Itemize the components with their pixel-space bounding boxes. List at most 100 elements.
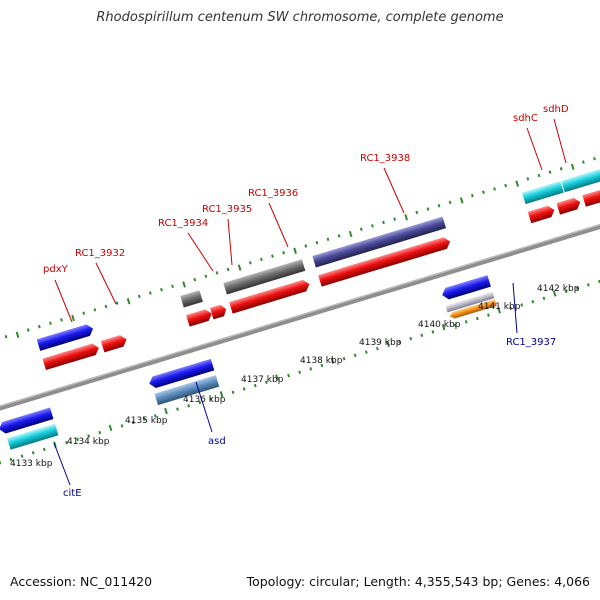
leader-line [95, 262, 117, 305]
gene-label-asd[interactable]: asd [208, 436, 226, 447]
gene-label-RC1_3934[interactable]: RC1_3934 [158, 218, 208, 229]
tick-mark [4, 334, 8, 339]
tick-mark [253, 383, 257, 388]
leader-line [195, 381, 213, 433]
tick-mark [187, 404, 191, 408]
cds-pdxY[interactable] [42, 342, 101, 371]
gene-label-RC1_3935[interactable]: RC1_3935 [202, 204, 252, 215]
cds-sdhD[interactable] [556, 196, 582, 215]
leader-line [512, 282, 518, 334]
map-title: Rhodospirillum centenum SW chromosome, c… [96, 10, 504, 25]
genome-backbone [0, 202, 600, 428]
scale-label: 4139 kbp [359, 338, 402, 348]
tick-mark [464, 320, 468, 324]
tick-mark [142, 417, 146, 421]
cds-sdh-next[interactable] [582, 182, 600, 207]
tick-mark [586, 283, 590, 287]
leader-line [526, 127, 543, 171]
tick-mark [282, 251, 285, 255]
tick-mark [515, 180, 520, 187]
gene-label-RC1_3938[interactable]: RC1_3938 [360, 153, 410, 164]
tick-mark [126, 298, 131, 305]
feature-RC1_3937-band[interactable] [445, 291, 495, 313]
tick-mark [420, 333, 424, 337]
tick-mark [398, 340, 401, 344]
tick-mark [237, 264, 242, 271]
gene-citE[interactable] [0, 407, 54, 435]
gene-label-sdhC[interactable]: sdhC [513, 113, 538, 124]
scale-labels: 4133 kbp 4134 kbp 4135 kbp 4136 kbp 4137 kbp… [10, 284, 580, 469]
tick-mark [171, 284, 174, 289]
gene-asd[interactable] [148, 358, 215, 390]
tick-mark [504, 183, 508, 188]
tick-mark [9, 457, 13, 462]
leader-line [187, 232, 214, 272]
gene-label-sdhD[interactable]: sdhD [543, 104, 569, 115]
tick-mark [204, 274, 208, 278]
tick-mark [409, 336, 413, 341]
gene-label-pdxY[interactable]: pdxY [43, 264, 69, 275]
tick-mark [475, 316, 479, 321]
tick-mark [548, 170, 552, 174]
tick-mark [509, 306, 513, 311]
gene-RC1_3937[interactable] [441, 275, 491, 301]
forward-strand-features [36, 169, 600, 371]
cds-citE[interactable] [7, 423, 59, 450]
cds-RC1_3937[interactable] [449, 299, 497, 320]
backbone-highlight [0, 202, 600, 425]
gene-label-RC1_3937[interactable]: RC1_3937 [506, 337, 556, 348]
gene-RC1_3938[interactable] [312, 216, 447, 268]
tick-mark [453, 323, 457, 327]
tick-mark [71, 314, 75, 322]
cds-sdhC[interactable] [527, 204, 556, 224]
tick-mark [298, 370, 302, 374]
gene-RC1_3934[interactable] [180, 290, 203, 308]
scale-label: 4134 kbp [67, 437, 110, 447]
gene-label-RC1_3932[interactable]: RC1_3932 [75, 248, 125, 259]
cds-RC1_3934[interactable] [186, 308, 213, 327]
tick-mark [98, 430, 102, 435]
tick-mark [137, 294, 141, 299]
cds-RC1_3935[interactable] [210, 304, 228, 320]
tick-mark [459, 197, 464, 204]
cds-RC1_3936[interactable] [229, 278, 311, 314]
tick-mark [415, 210, 419, 215]
gene-sdhD-region[interactable] [561, 169, 600, 193]
tick-mark [164, 407, 168, 415]
leader-line [53, 442, 71, 486]
cds-RC1_3932[interactable] [100, 334, 128, 353]
tick-mark [37, 324, 41, 329]
cds-RC1_3938[interactable] [318, 236, 452, 287]
tick-mark [26, 328, 30, 332]
gene-RC1_3936[interactable] [223, 259, 306, 295]
scale-label: 4136 kbp [183, 395, 226, 405]
gene-label-citE[interactable]: citE [63, 488, 82, 499]
cds-asd[interactable] [154, 375, 220, 406]
tick-mark [49, 321, 52, 325]
tick-mark [93, 308, 97, 312]
tick-mark [259, 257, 263, 262]
leader-line [553, 118, 567, 164]
tick-mark [131, 420, 135, 425]
tick-mark [537, 173, 541, 178]
tick-mark [448, 200, 452, 205]
tick-mark [593, 156, 596, 161]
tick-mark [482, 190, 485, 195]
tick-mark [359, 227, 363, 231]
tick-mark [271, 254, 274, 258]
tick-mark [431, 330, 435, 334]
scale-label: 4140 kbp [418, 320, 461, 330]
tick-mark [364, 350, 368, 354]
scale-label: 4133 kbp [10, 459, 53, 469]
tick-mark [31, 451, 35, 455]
tick-mark [497, 307, 501, 314]
tick-mark [264, 380, 268, 385]
gene-pdxY[interactable] [36, 323, 95, 351]
tick-mark [215, 271, 219, 275]
gene-label-RC1_3936[interactable]: RC1_3936 [248, 188, 298, 199]
leader-line [54, 279, 73, 323]
tick-mark [570, 163, 575, 171]
tick-mark [231, 390, 235, 395]
gene-sdhC-region[interactable] [522, 181, 564, 205]
tick-mark [542, 296, 546, 301]
